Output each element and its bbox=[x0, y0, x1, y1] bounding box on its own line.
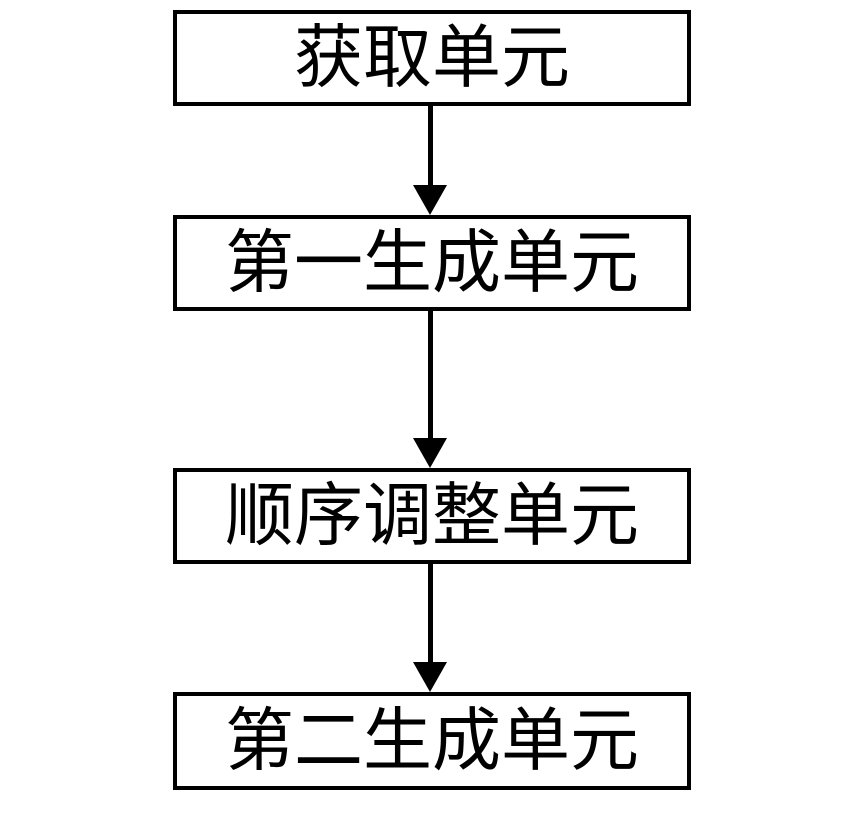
flowchart-node-label: 第一生成单元 bbox=[225, 229, 639, 298]
flowchart-node-label: 第二生成单元 bbox=[225, 707, 639, 776]
flowchart-canvas: 获取单元 第一生成单元 顺序调整单元 第二生成单元 bbox=[0, 0, 863, 818]
flowchart-node-label: 顺序调整单元 bbox=[225, 482, 639, 551]
flowchart-node: 顺序调整单元 bbox=[173, 468, 691, 564]
flowchart-arrow-line bbox=[428, 564, 433, 662]
flowchart-arrow-line bbox=[428, 106, 433, 185]
flowchart-arrow-head bbox=[413, 185, 447, 215]
flowchart-arrow-head bbox=[413, 438, 447, 468]
flowchart-arrow-line bbox=[428, 311, 433, 438]
flowchart-node-label: 获取单元 bbox=[294, 24, 570, 93]
flowchart-arrow-head bbox=[413, 662, 447, 692]
flowchart-node: 第一生成单元 bbox=[173, 215, 691, 311]
flowchart-node: 第二生成单元 bbox=[173, 692, 691, 790]
flowchart-node: 获取单元 bbox=[173, 10, 691, 106]
